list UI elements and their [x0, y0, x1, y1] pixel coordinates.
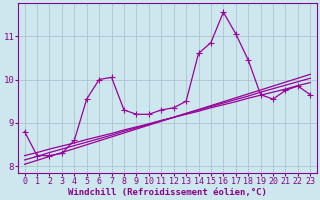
X-axis label: Windchill (Refroidissement éolien,°C): Windchill (Refroidissement éolien,°C)	[68, 188, 267, 197]
